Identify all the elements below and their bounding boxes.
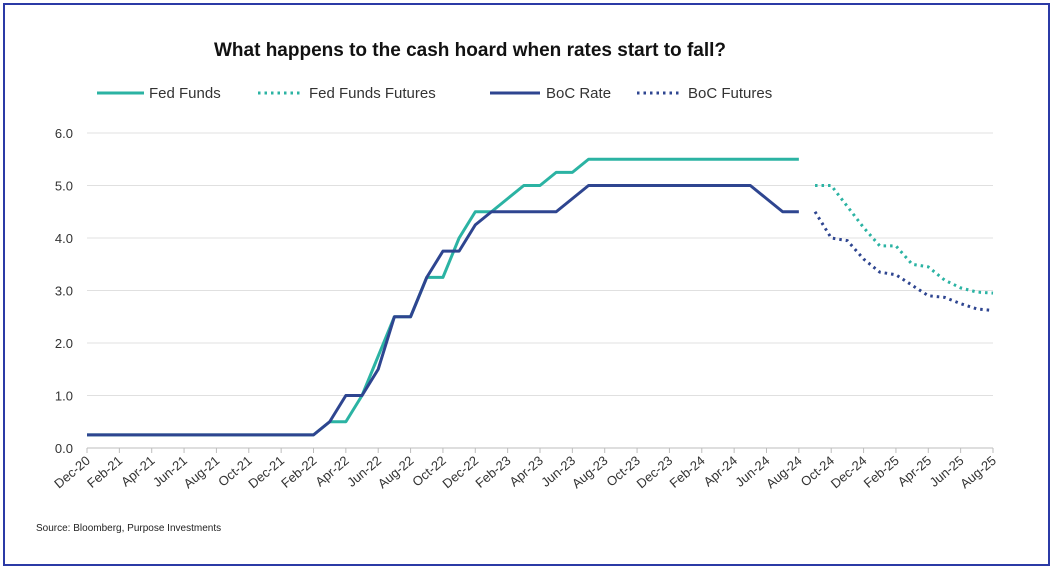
x-tick-label: Apr-24 (701, 453, 741, 490)
x-tick-label: Dec-24 (828, 453, 870, 491)
legend-label: BoC Futures (688, 85, 772, 102)
legend-label: Fed Funds (149, 85, 221, 102)
x-tick-label: Feb-25 (861, 453, 902, 491)
y-tick-label: 2.0 (55, 336, 73, 351)
chart-title: What happens to the cash hoard when rate… (213, 40, 727, 61)
x-tick-label: Apr-22 (312, 453, 352, 490)
series-lines (87, 157, 994, 437)
x-tick-label: Feb-23 (472, 453, 513, 491)
y-tick-label: 4.0 (55, 231, 73, 246)
y-axis-ticks: 0.0 1.0 2.0 3.0 4.0 5.0 6.0 (55, 126, 73, 456)
x-tick-label: Dec-23 (634, 453, 676, 491)
y-tick-label: 0.0 (55, 441, 73, 456)
x-tick-label: Aug-22 (375, 453, 417, 491)
grid-lines (87, 132, 993, 449)
series-line-fed-funds (87, 157, 799, 437)
source-note: Source: Bloomberg, Purpose Investments (36, 523, 222, 534)
x-tick-label: Apr-21 (118, 453, 158, 490)
x-tick-label: Apr-25 (895, 453, 935, 490)
x-tick-label: Feb-24 (667, 453, 708, 491)
y-tick-label: 1.0 (55, 389, 73, 404)
y-tick-label: 3.0 (55, 284, 73, 299)
legend-label: BoC Rate (546, 85, 611, 102)
x-tick-label: Feb-22 (278, 453, 319, 491)
x-tick-label: Aug-23 (569, 453, 611, 491)
chart-frame (3, 3, 1050, 566)
series-line-boc-futures (813, 210, 994, 312)
legend: Fed Funds Fed Funds Futures BoC Rate BoC Fu… (97, 85, 772, 102)
y-tick-label: 6.0 (55, 126, 73, 141)
x-axis: Dec-20Feb-21Apr-21Jun-21Aug-21Oct-21Dec-… (51, 448, 999, 491)
series-line-boc-rate (87, 184, 799, 437)
x-tick-label: Dec-21 (245, 453, 287, 491)
x-tick-label: Dec-20 (51, 453, 93, 491)
x-tick-label: Dec-22 (439, 453, 481, 491)
x-tick-label: Aug-21 (181, 453, 223, 491)
x-tick-label: Feb-21 (84, 453, 125, 491)
x-tick-label: Aug-24 (763, 453, 805, 491)
x-tick-label: Apr-23 (506, 453, 546, 490)
x-tick-label: Aug-25 (957, 453, 999, 491)
legend-label: Fed Funds Futures (309, 85, 436, 102)
y-tick-label: 5.0 (55, 179, 73, 194)
